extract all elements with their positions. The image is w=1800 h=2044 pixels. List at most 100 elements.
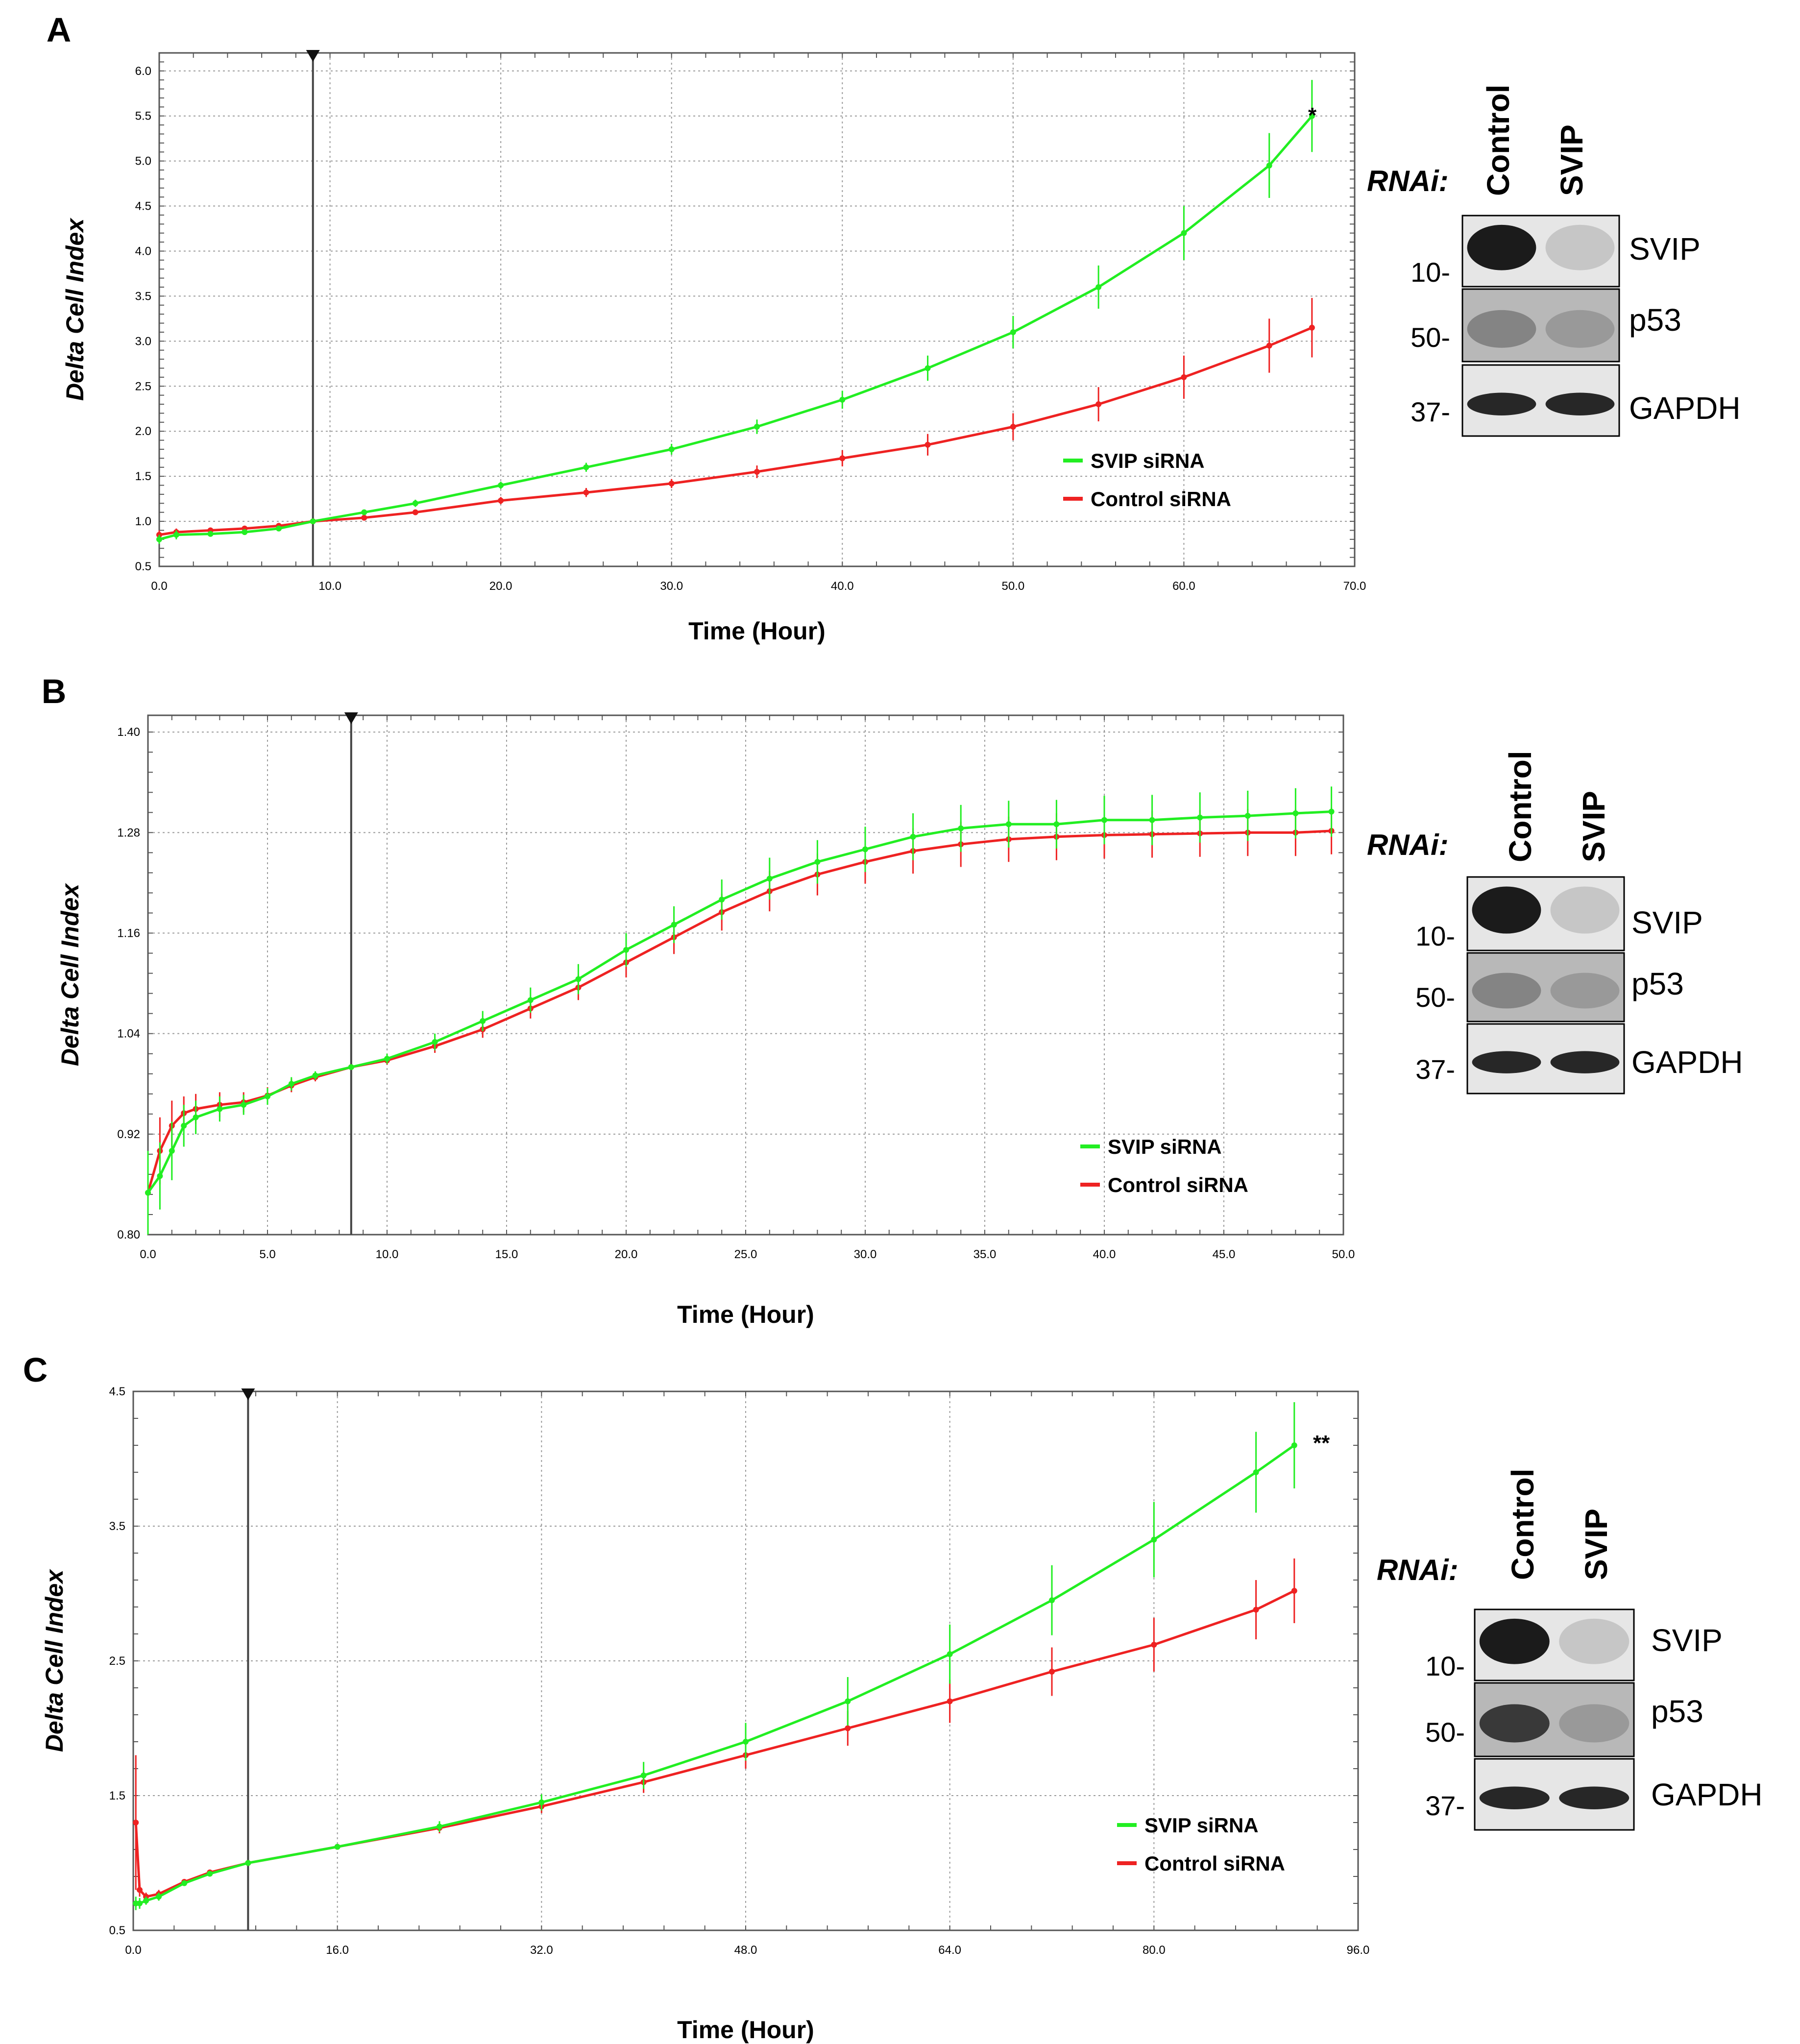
data-point: [1053, 821, 1060, 827]
y-tick-label: 1.28: [117, 826, 140, 839]
lane-label: Control: [1481, 85, 1516, 196]
y-axis-label: Delta Cell Index: [56, 883, 84, 1067]
legend: SVIP siRNA Control siRNA: [1117, 1814, 1285, 1875]
data-point: [958, 825, 964, 831]
western-blot-a: Control SVIP RNAi: SVIP 10- p53 50- GAPDH 37-: [1367, 85, 1741, 437]
data-point: [137, 1887, 143, 1893]
data-point: [437, 1824, 442, 1830]
data-point: [1151, 1536, 1157, 1543]
protein-label: SVIP: [1631, 905, 1703, 940]
blot-band: [1550, 1051, 1620, 1073]
y-tick-label: 4.0: [135, 244, 151, 258]
data-point: [157, 1173, 163, 1179]
data-point: [156, 1894, 162, 1900]
mw-marker: 10-: [1415, 921, 1455, 951]
x-tick-label: 15.0: [495, 1248, 518, 1261]
data-point: [839, 396, 846, 403]
mw-marker: 37-: [1415, 1054, 1455, 1085]
x-tick-label: 48.0: [734, 1944, 757, 1957]
blot-band: [1479, 1618, 1550, 1664]
mw-marker: 50-: [1411, 322, 1450, 353]
y-tick-label: 6.0: [135, 65, 151, 78]
x-tick-label: 0.0: [140, 1248, 156, 1261]
data-point: [133, 1820, 139, 1825]
data-point: [527, 997, 534, 1003]
data-point: [1328, 808, 1335, 815]
data-point: [671, 922, 677, 928]
x-tick-label: 0.0: [151, 580, 167, 593]
x-tick-label: 20.0: [489, 580, 512, 593]
data-point: [924, 441, 931, 448]
y-tick-label: 0.80: [117, 1228, 140, 1241]
data-point: [1181, 230, 1187, 236]
data-point: [719, 897, 725, 903]
y-tick-label: 4.5: [109, 1385, 125, 1398]
x-tick-label: 45.0: [1213, 1248, 1236, 1261]
x-tick-label: 30.0: [660, 580, 683, 593]
blot-band: [1479, 1704, 1550, 1743]
protein-label: GAPDH: [1629, 390, 1741, 426]
series-svip: [156, 80, 1315, 544]
data-point: [766, 876, 773, 882]
blot-band: [1472, 886, 1541, 934]
y-tick-label: 0.92: [117, 1128, 140, 1141]
chart-panel-c: C 0.0 16.0 32.0 48.0 64.0 80.0 96.0 0.5 1.5 2.5 3.5…: [23, 1351, 1370, 2044]
x-tick-label: 10.0: [318, 580, 341, 593]
data-point: [1291, 1588, 1297, 1594]
data-point: [276, 525, 282, 532]
series-line: [146, 829, 1332, 1193]
data-point: [1266, 162, 1272, 169]
significance-marker: **: [1313, 1431, 1330, 1455]
data-point: [480, 1018, 486, 1024]
lane-label: Control: [1505, 1469, 1540, 1581]
y-axis-label: Delta Cell Index: [41, 1569, 68, 1752]
data-point: [1244, 813, 1251, 819]
y-tick-label: 3.5: [109, 1520, 125, 1533]
y-tick-label: 1.16: [117, 927, 140, 940]
data-point: [1291, 1442, 1297, 1448]
data-point: [845, 1725, 851, 1731]
data-point: [207, 531, 214, 537]
data-point: [947, 1698, 953, 1704]
data-point: [334, 1844, 341, 1850]
rnai-label: RNAi:: [1367, 828, 1449, 861]
western-blot-c: Control SVIP RNAi: SVIP 10- p53 50- GAPDH 37-: [1377, 1469, 1763, 1831]
legend-label: SVIP siRNA: [1091, 449, 1205, 472]
rnai-label: RNAi:: [1377, 1554, 1459, 1586]
data-point: [288, 1081, 294, 1087]
legend: SVIP siRNA Control siRNA: [1063, 449, 1231, 511]
mw-marker: 50-: [1425, 1717, 1465, 1748]
series-line: [146, 810, 1332, 1193]
x-tick-label: 60.0: [1172, 580, 1195, 593]
blot-band: [1467, 224, 1536, 270]
data-point: [910, 833, 916, 840]
y-tick-label: 2.5: [135, 380, 151, 393]
panel-letter: C: [23, 1351, 48, 1389]
data-point: [640, 1772, 647, 1778]
data-point: [137, 1900, 143, 1906]
data-point: [242, 529, 248, 535]
x-tick-label: 16.0: [326, 1944, 349, 1957]
normalization-marker: [241, 1388, 255, 1400]
x-tick-label: 64.0: [938, 1944, 961, 1957]
legend: SVIP siRNA Control siRNA: [1080, 1135, 1248, 1196]
data-point: [169, 1148, 175, 1154]
x-axis-label: Time (Hour): [677, 1301, 814, 1328]
data-point: [814, 859, 821, 865]
data-point: [862, 846, 868, 852]
blot-band: [1467, 310, 1536, 348]
y-tick-label: 2.5: [109, 1655, 125, 1668]
blot-band: [1545, 310, 1615, 348]
blot-band: [1472, 973, 1541, 1009]
data-point: [498, 497, 504, 504]
x-tick-label: 40.0: [831, 580, 854, 593]
y-axis-label: Delta Cell Index: [61, 218, 89, 401]
significance-marker: *: [1308, 103, 1317, 127]
data-point: [1149, 817, 1155, 823]
data-point: [754, 468, 760, 475]
blot-band: [1545, 224, 1615, 270]
x-tick-label: 0.0: [125, 1944, 141, 1957]
y-tick-label: 3.0: [135, 335, 151, 348]
x-axis-label: Time (Hour): [688, 617, 826, 645]
data-point: [743, 1739, 749, 1745]
